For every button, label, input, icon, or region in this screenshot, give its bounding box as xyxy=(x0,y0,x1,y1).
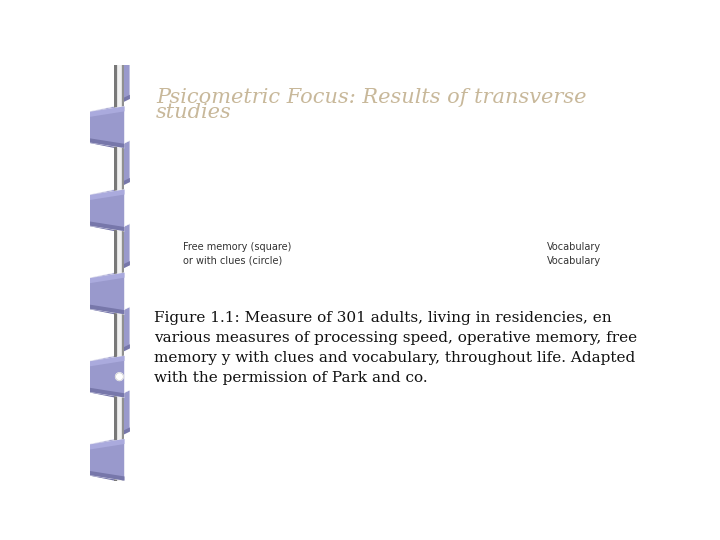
Polygon shape xyxy=(77,356,114,397)
Text: or with clues (circle): or with clues (circle) xyxy=(183,256,282,266)
Polygon shape xyxy=(77,439,114,481)
Polygon shape xyxy=(77,136,125,148)
Text: Vocabulary: Vocabulary xyxy=(547,256,601,266)
Text: studies: studies xyxy=(156,103,232,122)
Polygon shape xyxy=(114,390,130,439)
Polygon shape xyxy=(77,190,125,202)
Polygon shape xyxy=(114,261,130,273)
Polygon shape xyxy=(77,273,125,285)
Text: Figure 1.1: Measure of 301 adults, living in residencies, en
various measures of: Figure 1.1: Measure of 301 adults, livin… xyxy=(153,311,636,386)
Polygon shape xyxy=(77,469,114,481)
Polygon shape xyxy=(77,302,125,314)
Polygon shape xyxy=(77,190,114,231)
Polygon shape xyxy=(114,94,130,106)
Polygon shape xyxy=(77,386,125,397)
Polygon shape xyxy=(77,356,125,368)
Polygon shape xyxy=(77,136,114,148)
Text: Free memory (square): Free memory (square) xyxy=(183,242,292,252)
Bar xyxy=(117,65,121,481)
Polygon shape xyxy=(77,386,114,397)
Polygon shape xyxy=(114,427,130,439)
Polygon shape xyxy=(114,344,130,356)
Polygon shape xyxy=(77,190,125,231)
Polygon shape xyxy=(77,273,125,314)
Polygon shape xyxy=(114,140,130,190)
Polygon shape xyxy=(114,307,130,356)
Bar xyxy=(114,65,125,481)
Polygon shape xyxy=(77,439,125,451)
Polygon shape xyxy=(77,273,114,314)
Polygon shape xyxy=(77,302,114,314)
Polygon shape xyxy=(77,219,125,231)
Text: Psicometric Focus: Results of transverse: Psicometric Focus: Results of transverse xyxy=(156,88,586,107)
Polygon shape xyxy=(77,106,125,148)
Polygon shape xyxy=(114,178,130,190)
Polygon shape xyxy=(77,106,125,119)
Polygon shape xyxy=(77,469,125,481)
Bar xyxy=(122,65,125,481)
Polygon shape xyxy=(114,57,130,106)
Text: Vocabulary: Vocabulary xyxy=(547,242,601,252)
Polygon shape xyxy=(77,439,125,481)
Bar xyxy=(117,65,122,481)
Polygon shape xyxy=(114,224,130,273)
Polygon shape xyxy=(77,356,125,397)
Polygon shape xyxy=(77,106,114,148)
Circle shape xyxy=(116,373,123,381)
Polygon shape xyxy=(77,219,114,231)
Bar xyxy=(114,65,117,481)
